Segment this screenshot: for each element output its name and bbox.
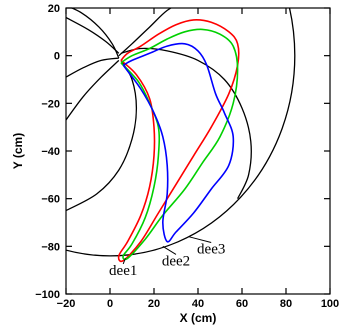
spiral-boundary-2 xyxy=(66,16,120,54)
spiral-boundary-3 xyxy=(66,57,119,78)
spiral-boundary-4 xyxy=(66,59,120,121)
x-tick-label: 100 xyxy=(321,298,339,310)
series-group xyxy=(117,19,240,263)
outer-circle xyxy=(66,8,296,257)
y-axis-label: Y (cm) xyxy=(11,133,25,169)
y-tick-label: 20 xyxy=(48,3,60,15)
series-dee1 xyxy=(117,19,240,263)
x-tick-label: −20 xyxy=(57,298,76,310)
y-tick-label: −80 xyxy=(41,241,60,253)
x-tick-label: 60 xyxy=(236,298,248,310)
series-dee2 xyxy=(120,28,239,261)
series-dee3 xyxy=(122,42,235,243)
x-tick-label: 0 xyxy=(107,298,113,310)
axes-group: −20 0 20 40 60 80 100 −100 −80 −60 −40 −20 0 20 xyxy=(35,3,339,310)
y-tick-label: −60 xyxy=(41,194,60,206)
plot-background xyxy=(66,8,330,294)
x-tick-label: 20 xyxy=(148,298,160,310)
x-axis-label: X (cm) xyxy=(180,311,217,325)
y-tick-label: −20 xyxy=(41,98,60,110)
spiral-boundary-7 xyxy=(66,60,138,212)
y-tick-label: −100 xyxy=(35,289,60,301)
annotation-leader-dee1 xyxy=(122,258,126,265)
annotation-leader-dee2 xyxy=(162,245,177,255)
spiral-boundary-1 xyxy=(118,8,173,57)
annotation-leader-dee3 xyxy=(189,236,212,243)
annotation-dee3: dee3 xyxy=(197,241,225,257)
y-tick-label: 0 xyxy=(54,51,60,63)
annotation-dee2: dee2 xyxy=(162,253,190,269)
spiral-boundary-5 xyxy=(70,8,120,59)
annotation-dee1: dee1 xyxy=(109,263,137,279)
x-tick-label: 80 xyxy=(280,298,292,310)
x-tick-label: 40 xyxy=(192,298,204,310)
annotation-group: dee1 dee2 dee3 xyxy=(109,236,225,279)
y-tick-label: −40 xyxy=(41,146,60,158)
